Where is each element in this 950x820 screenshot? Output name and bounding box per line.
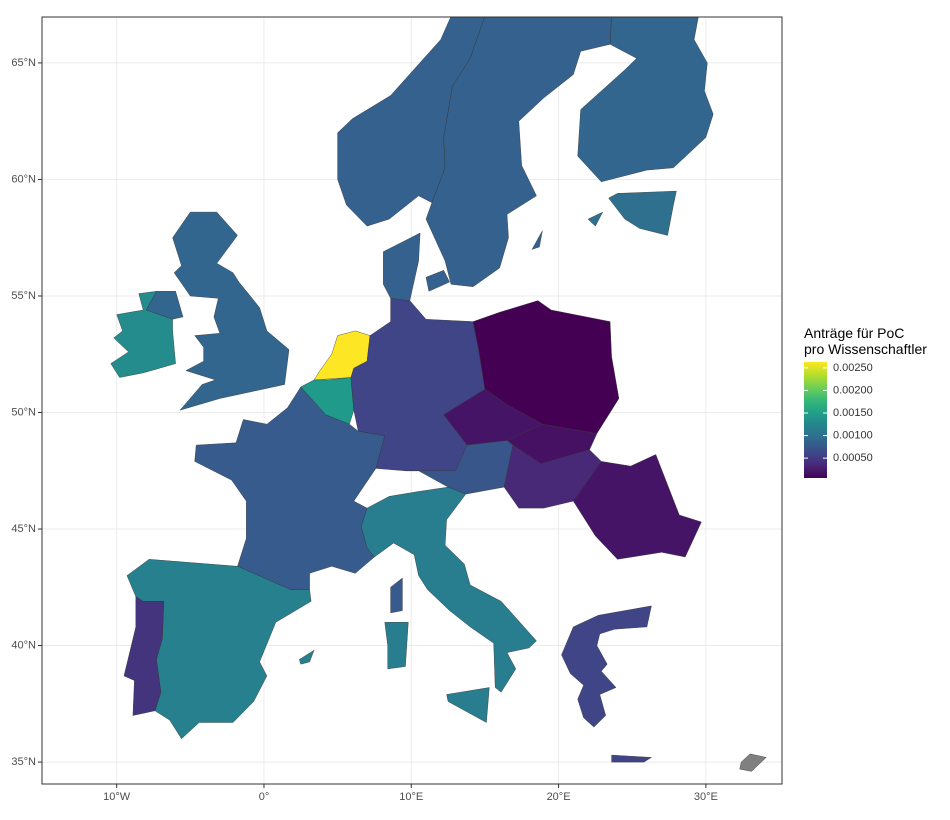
colorbar [804, 362, 827, 478]
x-tick-label: 20°E [547, 791, 571, 803]
x-tick-label: 10°E [399, 791, 423, 803]
x-tick-label: 30°E [694, 791, 718, 803]
y-tick-label: 55°N [11, 290, 36, 302]
region [425, 17, 612, 287]
x-tick-label: 10°W [103, 791, 131, 803]
region [145, 211, 290, 411]
legend-tick-label: 0.00250 [833, 362, 873, 374]
region [573, 454, 702, 560]
region [110, 291, 176, 378]
panel-border [41, 16, 783, 785]
region [739, 753, 767, 772]
legend-tick-label: 0.00150 [833, 407, 873, 419]
legend-tick-label: 0.00200 [833, 384, 873, 396]
region [577, 17, 714, 183]
legend-tick-label: 0.00100 [833, 429, 873, 441]
y-tick-label: 50°N [11, 406, 36, 418]
x-tick-label: 0° [259, 791, 270, 803]
region [123, 596, 165, 716]
region [360, 486, 537, 723]
y-tick-label: 35°N [11, 756, 36, 768]
legend-tick-label: 0.00050 [833, 452, 873, 464]
y-tick-label: 40°N [11, 639, 36, 651]
region [383, 232, 450, 301]
y-tick-label: 60°N [11, 173, 36, 185]
y-tick-label: 45°N [11, 523, 36, 535]
map-regions [110, 17, 767, 772]
legend-title: Anträge für PoC pro Wissenschaftler [804, 325, 927, 357]
y-tick-label: 65°N [11, 57, 36, 69]
region [587, 190, 677, 236]
region [561, 605, 653, 763]
